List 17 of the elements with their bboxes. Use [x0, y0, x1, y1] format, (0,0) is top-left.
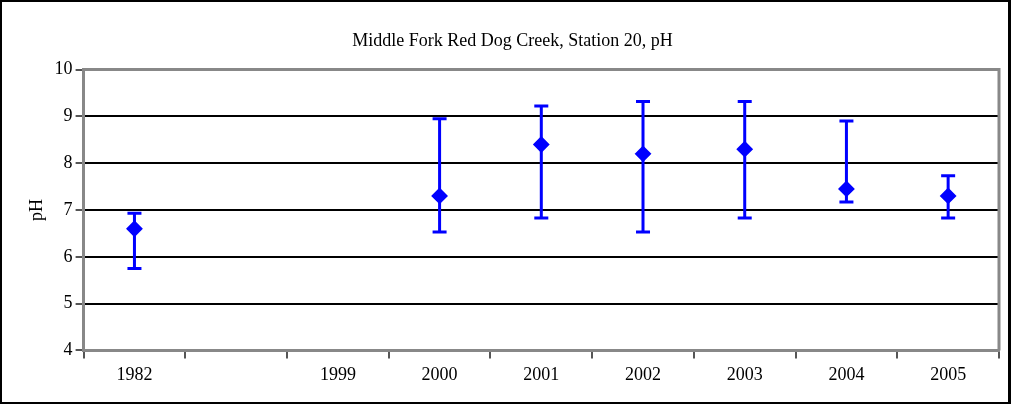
y-tick-label: 4 — [63, 339, 73, 360]
y-tick-label: 9 — [63, 105, 73, 126]
x-tick-label: 2005 — [930, 363, 967, 384]
y-tick-label: 10 — [54, 58, 73, 79]
chart-title: Middle Fork Red Dog Creek, Station 20, pH — [352, 29, 673, 50]
x-tick-label: 1999 — [319, 363, 356, 384]
x-tick-label: 2002 — [625, 363, 662, 384]
x-tick-label: 2000 — [421, 363, 458, 384]
x-tick-label: 2004 — [828, 363, 865, 384]
x-tick-label: 1982 — [116, 363, 153, 384]
y-tick-label: 5 — [63, 292, 73, 313]
y-tick-label: 6 — [63, 245, 73, 266]
y-tick-label: 7 — [63, 198, 73, 219]
y-axis-title: pH — [25, 199, 46, 221]
x-tick-label: 2001 — [523, 363, 560, 384]
x-tick-label: 2003 — [726, 363, 763, 384]
y-tick-label: 8 — [63, 151, 73, 172]
